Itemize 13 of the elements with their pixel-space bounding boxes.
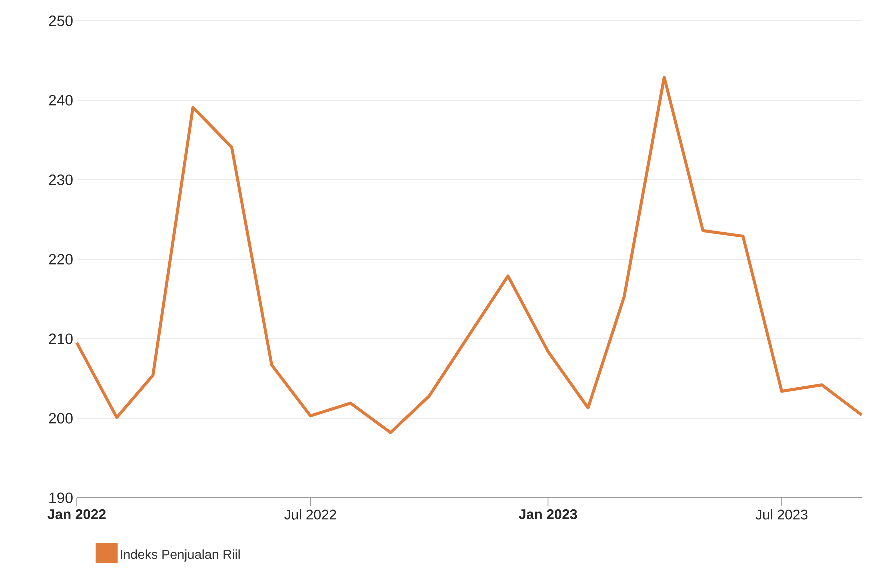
- y-tick-label: 210: [49, 334, 73, 344]
- y-tick-label: 220: [49, 254, 73, 265]
- legend-label: Indeks Penjualan Riil: [121, 550, 240, 562]
- y-tick-label: 240: [49, 95, 73, 106]
- x-tick-label: Jul 2023: [756, 510, 808, 520]
- y-tick-label: 200: [49, 413, 73, 424]
- line-series: [76, 76, 864, 434]
- y-tick-label: 230: [49, 174, 73, 186]
- x-tick-label: Jul 2022: [284, 510, 336, 520]
- y-tick-label: 190: [50, 492, 73, 504]
- x-tick-label: Jan 2022: [48, 510, 106, 520]
- x-tick-label: Jan 2023: [519, 510, 578, 520]
- y-tick-label: 250: [49, 16, 73, 26]
